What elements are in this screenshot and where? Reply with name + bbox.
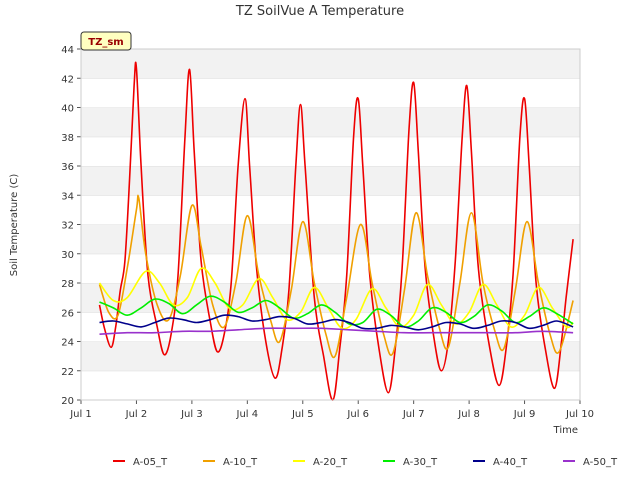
- legend-label: A-05_T: [133, 457, 168, 468]
- x-tick-label: Jul 7: [402, 409, 425, 420]
- x-tick-label: Jul 3: [180, 409, 203, 420]
- legend-label: A-50_T: [583, 457, 618, 468]
- grid-band: [81, 107, 580, 137]
- x-axis-ticks: Jul 1 Jul 2 Jul 3 Jul 4 Jul 5 Jul 6 Jul 7 Jul 8…: [69, 400, 594, 420]
- x-axis-label: Time: [553, 425, 578, 436]
- x-tick-label: Jul 8: [457, 409, 480, 420]
- plot-frame: [80, 48, 581, 401]
- y-tick-label: 36: [61, 162, 74, 173]
- station-badge: TZ_sm: [80, 31, 132, 51]
- grid-band: [81, 195, 580, 225]
- grid-band: [81, 312, 580, 342]
- y-tick-label: 26: [61, 308, 74, 319]
- grid-band: [81, 166, 580, 196]
- legend-label: A-30_T: [403, 457, 438, 468]
- grid-band: [81, 49, 580, 79]
- x-tick-label: Jul 10: [565, 409, 594, 420]
- legend: A-05_T A-10_T A-20_T A-30_T A-40_T A-50_T: [113, 457, 618, 468]
- grid-band: [81, 78, 580, 108]
- series-line-a-40-t: [99, 314, 574, 331]
- y-tick-label: 42: [61, 74, 74, 85]
- series-line-a-05-t: [98, 61, 574, 401]
- series-lines: [98, 61, 574, 401]
- y-axis-ticks: 20 22 24 26 28 30 32 34 36 38 40 42 44: [61, 45, 81, 407]
- grid-band: [81, 341, 580, 371]
- series-line-a-50-t: [99, 327, 574, 335]
- y-tick-label: 44: [61, 45, 74, 56]
- y-axis-label: Soil Temperature (C): [9, 174, 20, 277]
- y-tick-label: 32: [61, 221, 74, 232]
- x-tick-label: Jul 1: [69, 409, 92, 420]
- legend-label: A-40_T: [493, 457, 528, 468]
- grid-band: [81, 283, 580, 313]
- y-tick-label: 22: [61, 367, 74, 378]
- grid-band: [81, 224, 580, 254]
- x-tick-label: Jul 4: [236, 409, 259, 420]
- plot-background: [81, 48, 580, 400]
- series-line-a-30-t: [99, 295, 574, 328]
- y-tick-label: 34: [61, 191, 74, 202]
- grid-band: [81, 136, 580, 166]
- chart-title: TZ SoilVue A Temperature: [235, 4, 404, 19]
- x-tick-label: Jul 5: [291, 409, 314, 420]
- y-tick-label: 38: [61, 133, 74, 144]
- badge-text: TZ_sm: [88, 37, 123, 48]
- badge-box: [80, 31, 132, 51]
- y-tick-label: 28: [61, 279, 74, 290]
- x-tick-label: Jul 2: [125, 409, 148, 420]
- legend-label: A-10_T: [223, 457, 258, 468]
- legend-label: A-20_T: [313, 457, 348, 468]
- y-tick-label: 24: [61, 338, 74, 349]
- y-tick-label: 30: [61, 250, 74, 261]
- series-line-a-20-t: [98, 267, 574, 330]
- x-tick-label: Jul 6: [346, 409, 369, 420]
- y-tick-label: 20: [61, 396, 74, 407]
- grid-band: [81, 253, 580, 283]
- x-tick-label: Jul 9: [513, 409, 536, 420]
- y-tick-label: 40: [61, 104, 74, 115]
